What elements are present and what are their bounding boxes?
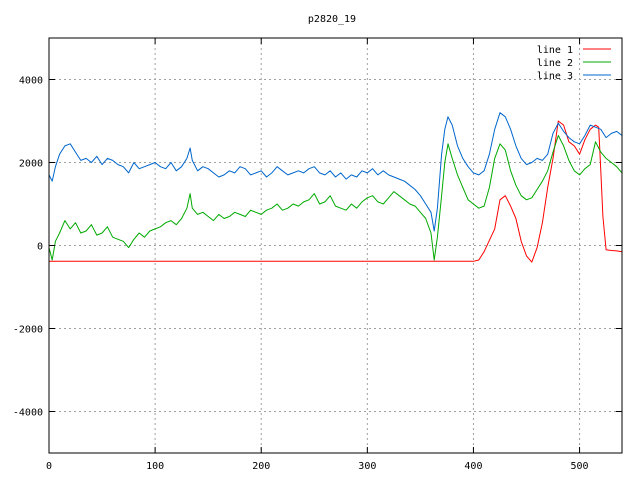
- legend-label: line 3: [537, 71, 573, 82]
- y-tick-label: 4000: [19, 76, 43, 87]
- x-tick-label: 100: [146, 461, 164, 472]
- series-line-2: [48, 135, 623, 261]
- y-tick-label: -4000: [13, 408, 43, 419]
- legend-label: line 1: [537, 45, 573, 56]
- grid: [49, 38, 622, 453]
- y-tick-label: 2000: [19, 159, 43, 170]
- series-line-3: [48, 112, 623, 232]
- x-tick-label: 400: [464, 461, 482, 472]
- x-tick-label: 300: [358, 461, 376, 472]
- series-layer: [48, 112, 623, 263]
- y-tick-label: -2000: [13, 325, 43, 336]
- legend: line 1 line 2 line 3: [537, 45, 611, 82]
- x-tick-label: 200: [252, 461, 270, 472]
- axis-ticks: 0 100 200 300 400 500 -4000 -2000 0 2000 4000: [13, 38, 622, 472]
- chart-title: p2820_19: [308, 14, 356, 25]
- series-line-1: [49, 120, 623, 263]
- x-tick-label: 500: [571, 461, 589, 472]
- x-tick-label: 0: [46, 461, 52, 472]
- legend-label: line 2: [537, 58, 573, 69]
- y-tick-label: 0: [37, 242, 43, 253]
